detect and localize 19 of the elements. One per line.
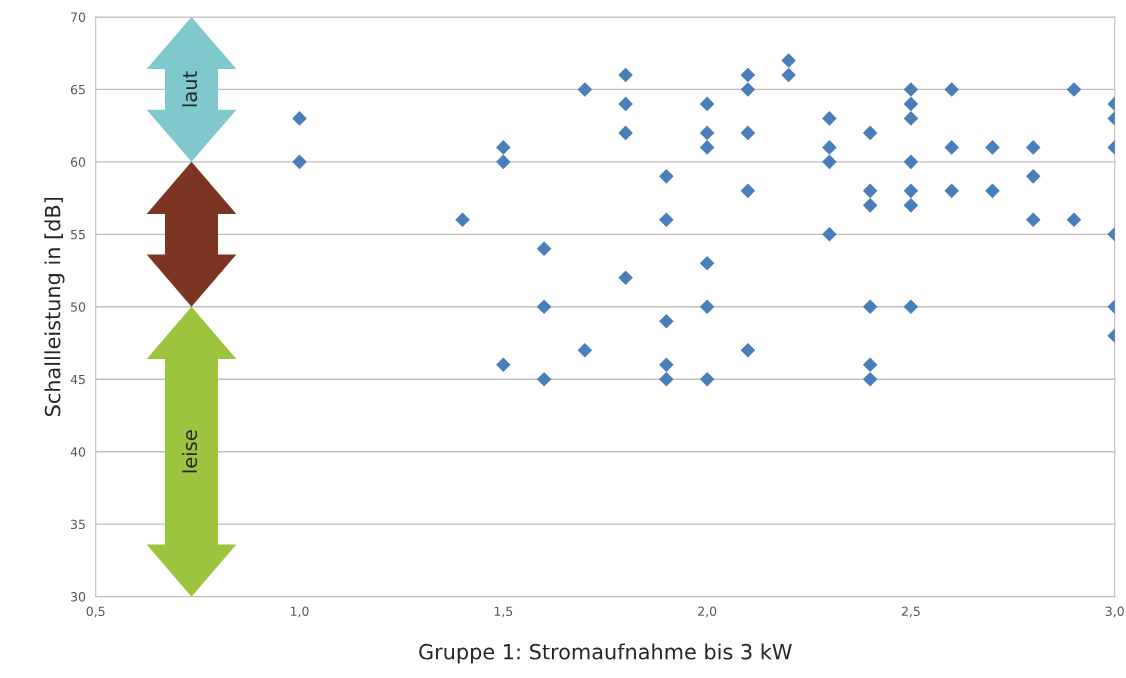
x-tick-label: 1,5 <box>494 606 513 618</box>
y-tick-label: 50 <box>71 302 86 312</box>
y-tick-label: 35 <box>71 519 85 530</box>
x-axis-title: Gruppe 1: Stromaufnahme bis 3 kW <box>419 643 792 664</box>
y-axis-title: Schallleistung in [dB] <box>44 197 65 417</box>
y-tick-label: 60 <box>70 157 86 167</box>
y-tick-label: 45 <box>70 374 85 385</box>
y-tick-label: 30 <box>71 592 86 602</box>
x-tick-label: 2,5 <box>901 606 920 618</box>
annotation: laut <box>182 71 198 107</box>
x-tick-label: 1,0 <box>290 606 309 618</box>
x-tick-label: 2,0 <box>698 606 717 618</box>
y-tick-label: 40 <box>70 447 86 457</box>
y-tick-label: 65 <box>70 84 85 95</box>
x-tick-label: 3,0 <box>1105 606 1124 618</box>
annotation: leise <box>182 430 198 473</box>
x-tick-label: 0,5 <box>86 606 105 618</box>
y-tick-label: 70 <box>71 12 86 22</box>
y-tick-label: 55 <box>71 229 85 240</box>
